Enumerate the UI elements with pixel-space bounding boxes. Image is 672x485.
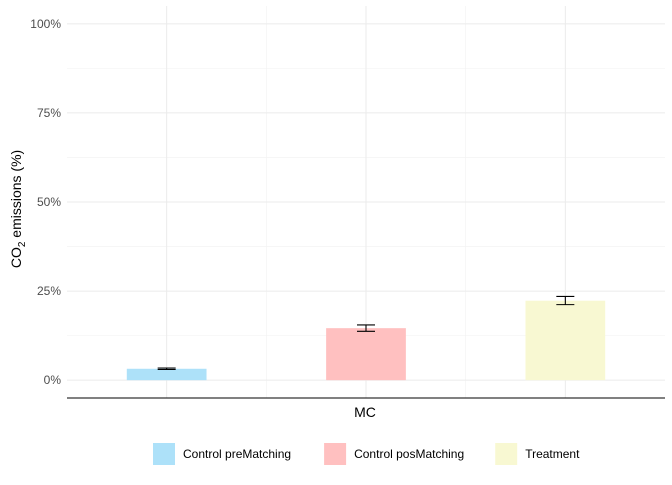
legend-item: Control posMatching [324,443,464,465]
error-bar [357,324,375,332]
error-bar [556,295,575,306]
y-tick-label: 100% [30,17,61,31]
legend-swatch [495,443,518,465]
y-tick-label: 50% [37,195,61,209]
legend-item: Control preMatching [153,443,291,465]
legend-swatch [324,443,347,465]
y-tick-labels: 0% 25% 50% 75% 100% [30,17,61,387]
y-axis-title: CO2 emissions (%) [8,150,28,268]
bar [126,368,207,381]
legend-item: Treatment [495,443,580,465]
y-axis-title-subscript: 2 [17,241,28,247]
legend: Control preMatching Control posMatching Tr… [153,443,580,465]
legend-label: Treatment [525,447,580,461]
legend-label: Control preMatching [183,447,291,461]
y-axis-title-main: CO [8,247,24,268]
legend-label: Control posMatching [354,447,464,461]
legend-swatch [153,443,175,465]
y-tick-label: 75% [37,106,61,120]
y-axis-title-rest: emissions (%) [8,150,24,242]
y-tick-label: 25% [37,284,61,298]
x-axis-title: MC [354,404,376,420]
bar [326,328,406,381]
error-layer [157,295,575,371]
y-tick-label: 0% [44,373,62,387]
error-bar [157,367,176,371]
bar-layer [126,300,606,381]
bar [525,300,606,381]
